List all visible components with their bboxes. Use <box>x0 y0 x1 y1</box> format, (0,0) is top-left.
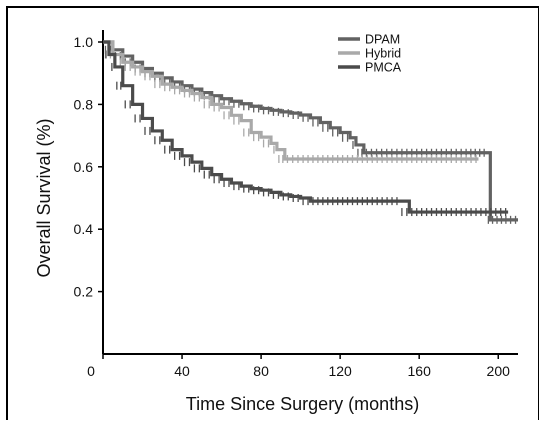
tick-labels: 0 40 80 120 160 200 0.2 0.4 0.6 0.8 1.0 <box>74 34 511 379</box>
x-tick-label: 80 <box>253 363 269 379</box>
y-tick-label: 1.0 <box>74 34 94 50</box>
legend-label-pmca: PMCA <box>365 61 402 75</box>
legend-label-hybrid: Hybrid <box>365 47 401 61</box>
series-hybrid <box>103 40 479 163</box>
series-line-pmca <box>103 40 509 214</box>
series-pmca <box>103 40 509 217</box>
tick-marks <box>98 41 499 359</box>
x-tick-label: 160 <box>408 363 432 379</box>
x-tick-label: 0 <box>87 363 95 379</box>
chart-frame <box>6 6 539 420</box>
plot-axes <box>102 30 518 355</box>
x-tick-label: 200 <box>487 363 511 379</box>
series-line-dpam <box>103 40 518 222</box>
y-axis-title: Overall Survival (%) <box>34 118 54 277</box>
y-tick-label: 0.4 <box>74 221 94 237</box>
y-tick-label: 0.6 <box>74 159 94 175</box>
x-axis-title: Time Since Surgery (months) <box>186 394 419 414</box>
series-line-hybrid <box>103 40 479 161</box>
y-tick-label: 0.8 <box>74 96 94 112</box>
y-tick-label: 0.2 <box>74 284 94 300</box>
legend-label-dpam: DPAM <box>365 33 400 47</box>
series-layer <box>103 40 518 224</box>
x-tick-label: 40 <box>174 363 190 379</box>
x-tick-label: 120 <box>328 363 352 379</box>
